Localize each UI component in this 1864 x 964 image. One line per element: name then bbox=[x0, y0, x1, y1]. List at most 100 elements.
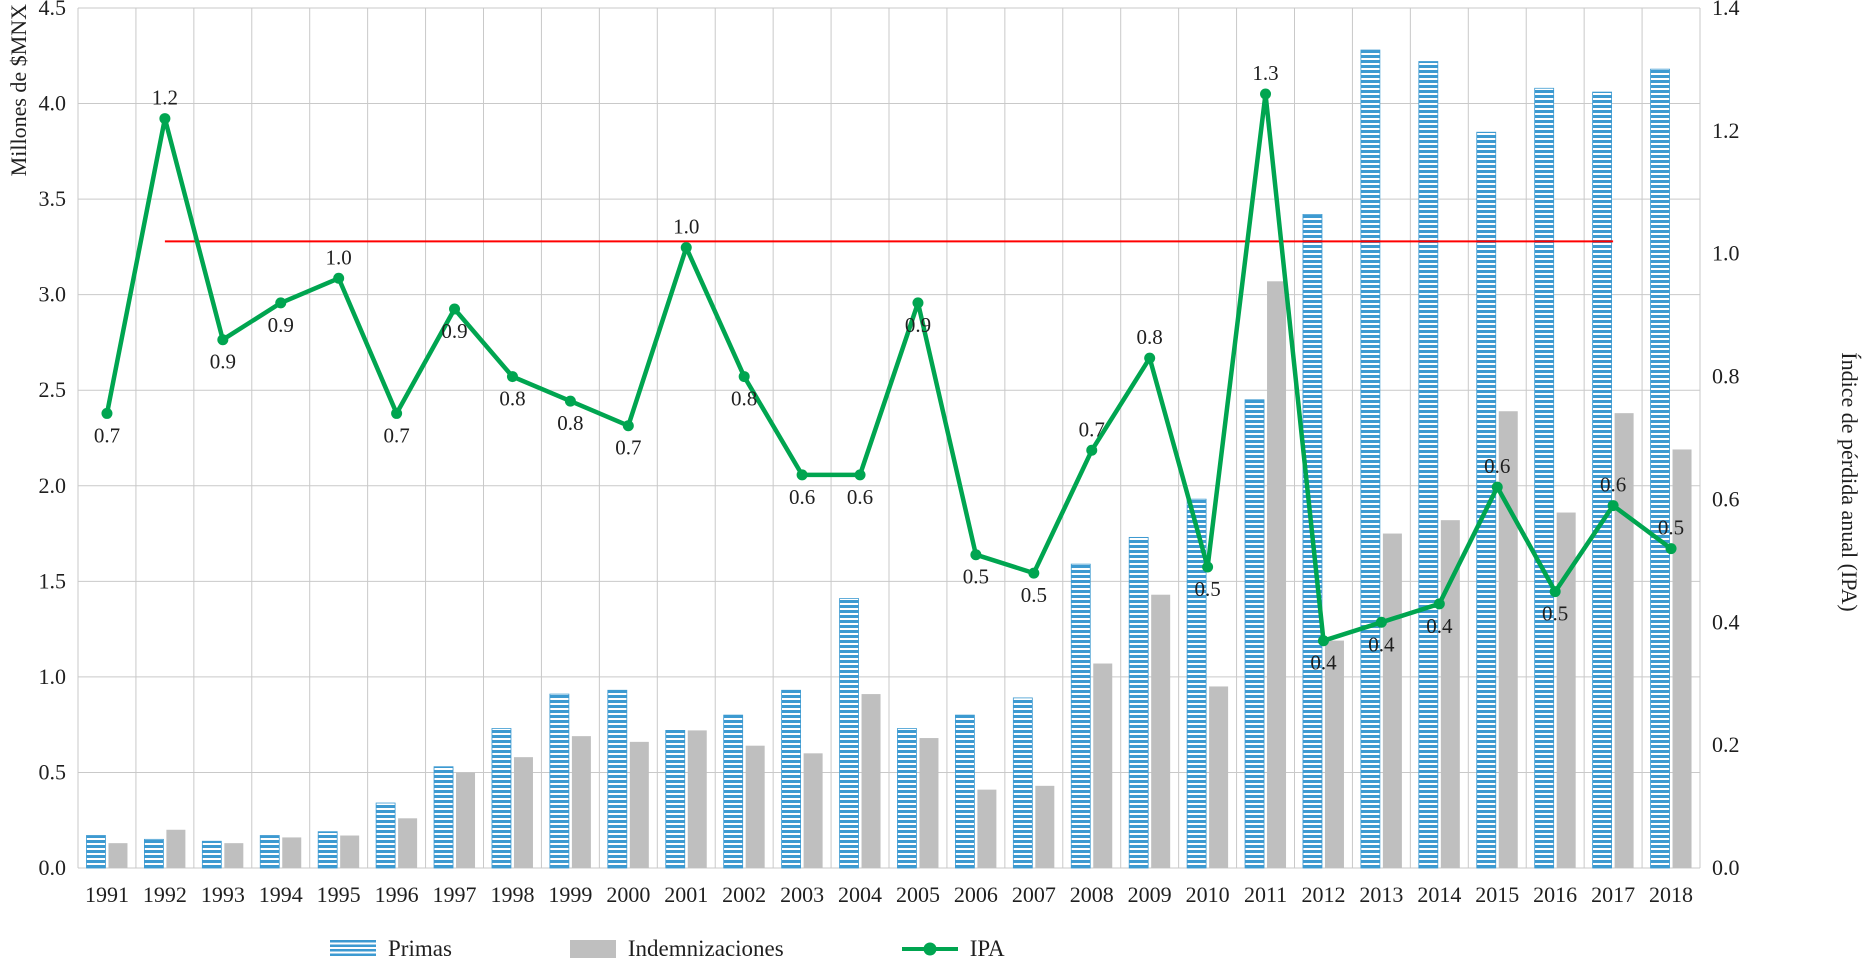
bar-indemnizaciones-2003[interactable] bbox=[803, 753, 823, 868]
bar-primas-2006[interactable] bbox=[954, 714, 975, 869]
bar-indemnizaciones-1991[interactable] bbox=[108, 843, 128, 868]
bar-primas-2018[interactable] bbox=[1650, 68, 1670, 869]
bar-indemnizaciones-2018[interactable] bbox=[1672, 449, 1692, 868]
ipa-marker-2005[interactable] bbox=[912, 297, 924, 309]
bar-indemnizaciones-2013[interactable] bbox=[1382, 533, 1402, 868]
ipa-marker-2003[interactable] bbox=[796, 469, 808, 481]
ipa-marker-2012[interactable] bbox=[1317, 635, 1329, 647]
bar-primas-2013[interactable] bbox=[1360, 49, 1381, 869]
ipa-marker-1991[interactable] bbox=[101, 407, 113, 419]
ipa-line[interactable] bbox=[104, 91, 1674, 643]
bar-primas-1998[interactable] bbox=[491, 728, 512, 869]
bar-indemnizaciones-1995[interactable] bbox=[340, 835, 360, 868]
bar-primas-1999[interactable] bbox=[549, 693, 570, 869]
bar-indemnizaciones-2004[interactable] bbox=[861, 694, 881, 868]
ipa-data-label-2015: 0.6 bbox=[1484, 454, 1510, 478]
legend-item-primas[interactable]: Primas bbox=[330, 936, 452, 962]
bar-primas-1994[interactable] bbox=[259, 835, 280, 869]
ipa-marker-2011[interactable] bbox=[1260, 88, 1272, 100]
bar-indemnizaciones-2016[interactable] bbox=[1556, 512, 1576, 868]
ipa-marker-1992[interactable] bbox=[159, 113, 171, 125]
ipa-marker-2001[interactable] bbox=[680, 242, 692, 254]
bar-primas-2008[interactable] bbox=[1070, 563, 1091, 869]
bar-indemnizaciones-1999[interactable] bbox=[571, 736, 591, 868]
ipa-marker-1997[interactable] bbox=[449, 303, 461, 315]
bar-indemnizaciones-1996[interactable] bbox=[398, 818, 418, 868]
ipa-marker-1996[interactable] bbox=[391, 407, 403, 419]
bar-indemnizaciones-2001[interactable] bbox=[687, 730, 707, 868]
bar-primas-1993[interactable] bbox=[201, 840, 222, 869]
bar-indemnizaciones-2005[interactable] bbox=[919, 738, 939, 868]
ipa-marker-1998[interactable] bbox=[506, 371, 518, 383]
bar-primas-1991[interactable] bbox=[86, 835, 106, 869]
bar-primas-2003[interactable] bbox=[781, 689, 802, 869]
ipa-data-label-2017: 0.6 bbox=[1600, 473, 1626, 497]
bar-primas-2002[interactable] bbox=[723, 714, 744, 869]
ipa-marker-2016[interactable] bbox=[1549, 586, 1561, 598]
bar-indemnizaciones-1993[interactable] bbox=[224, 843, 244, 868]
legend-item-ipa[interactable]: IPA bbox=[901, 936, 1005, 962]
ipa-marker-1995[interactable] bbox=[333, 272, 345, 284]
bar-primas-1995[interactable] bbox=[317, 831, 338, 869]
bar-indemnizaciones-2002[interactable] bbox=[745, 745, 765, 868]
legend: Primas Indemnizaciones IPA bbox=[330, 936, 1005, 962]
bar-primas-2004[interactable] bbox=[839, 598, 859, 869]
bar-indemnizaciones-2008[interactable] bbox=[1093, 663, 1113, 868]
bar-indemnizaciones-2011[interactable] bbox=[1267, 281, 1287, 868]
ipa-data-label-1998: 0.8 bbox=[499, 387, 525, 411]
left-axis-title: Millones de $MNX bbox=[6, 4, 31, 177]
bar-indemnizaciones-1998[interactable] bbox=[513, 757, 533, 868]
bar-indemnizaciones-2010[interactable] bbox=[1209, 686, 1229, 868]
right-axis-tick: 1.0 bbox=[1712, 241, 1740, 266]
bar-indemnizaciones-1994[interactable] bbox=[282, 837, 302, 868]
x-axis-label-1994: 1994 bbox=[259, 882, 303, 907]
ipa-marker-2006[interactable] bbox=[970, 549, 982, 561]
ipa-marker-2002[interactable] bbox=[738, 371, 750, 383]
bar-primas-2015[interactable] bbox=[1476, 131, 1497, 869]
bar-indemnizaciones-2012[interactable] bbox=[1324, 640, 1344, 868]
bar-indemnizaciones-2014[interactable] bbox=[1440, 520, 1460, 868]
legend-item-indemnizaciones[interactable]: Indemnizaciones bbox=[569, 936, 784, 962]
bar-indemnizaciones-1992[interactable] bbox=[166, 829, 186, 868]
bar-primas-2009[interactable] bbox=[1128, 536, 1149, 869]
bar-indemnizaciones-2007[interactable] bbox=[1035, 785, 1055, 868]
bar-indemnizaciones-2000[interactable] bbox=[629, 741, 649, 868]
bar-indemnizaciones-2009[interactable] bbox=[1151, 594, 1171, 868]
ipa-data-label-1993: 0.9 bbox=[210, 350, 236, 374]
ipa-marker-2007[interactable] bbox=[1028, 567, 1040, 579]
ipa-marker-2015[interactable] bbox=[1491, 481, 1503, 493]
ipa-marker-2013[interactable] bbox=[1375, 616, 1387, 628]
bar-primas-2001[interactable] bbox=[665, 730, 686, 869]
ipa-marker-2000[interactable] bbox=[622, 420, 634, 432]
x-axis-label-1999: 1999 bbox=[548, 882, 592, 907]
ipa-marker-2010[interactable] bbox=[1202, 561, 1214, 573]
ipa-marker-2004[interactable] bbox=[854, 469, 866, 481]
bar-primas-2010[interactable] bbox=[1186, 498, 1207, 869]
bar-primas-2017[interactable] bbox=[1592, 91, 1613, 869]
x-axis-label-2010: 2010 bbox=[1186, 882, 1230, 907]
x-axis-label-2004: 2004 bbox=[838, 882, 882, 907]
bar-primas-2007[interactable] bbox=[1012, 697, 1033, 869]
ipa-marker-2008[interactable] bbox=[1086, 444, 1098, 456]
ipa-marker-1993[interactable] bbox=[217, 334, 229, 346]
bar-indemnizaciones-2015[interactable] bbox=[1498, 411, 1518, 868]
bar-primas-1997[interactable] bbox=[433, 766, 454, 869]
ipa-marker-2009[interactable] bbox=[1144, 352, 1156, 364]
bar-primas-2011[interactable] bbox=[1244, 399, 1265, 869]
ipa-marker-2018[interactable] bbox=[1665, 543, 1677, 555]
bar-indemnizaciones-2006[interactable] bbox=[977, 789, 997, 868]
ipa-marker-1999[interactable] bbox=[564, 395, 576, 407]
ipa-marker-2014[interactable] bbox=[1433, 598, 1445, 610]
bar-primas-2016[interactable] bbox=[1534, 87, 1555, 869]
bar-primas-2005[interactable] bbox=[897, 728, 917, 869]
bar-indemnizaciones-2017[interactable] bbox=[1614, 413, 1634, 868]
ipa-data-label-1996: 0.7 bbox=[383, 423, 409, 447]
ipa-data-label-2014: 0.4 bbox=[1426, 614, 1453, 638]
bar-primas-1996[interactable] bbox=[375, 802, 396, 869]
bar-primas-1992[interactable] bbox=[143, 838, 164, 869]
ipa-marker-1994[interactable] bbox=[275, 297, 287, 309]
bar-primas-2014[interactable] bbox=[1418, 61, 1439, 869]
ipa-marker-2017[interactable] bbox=[1607, 500, 1619, 512]
bar-indemnizaciones-1997[interactable] bbox=[456, 772, 476, 868]
bar-primas-2000[interactable] bbox=[607, 689, 628, 869]
